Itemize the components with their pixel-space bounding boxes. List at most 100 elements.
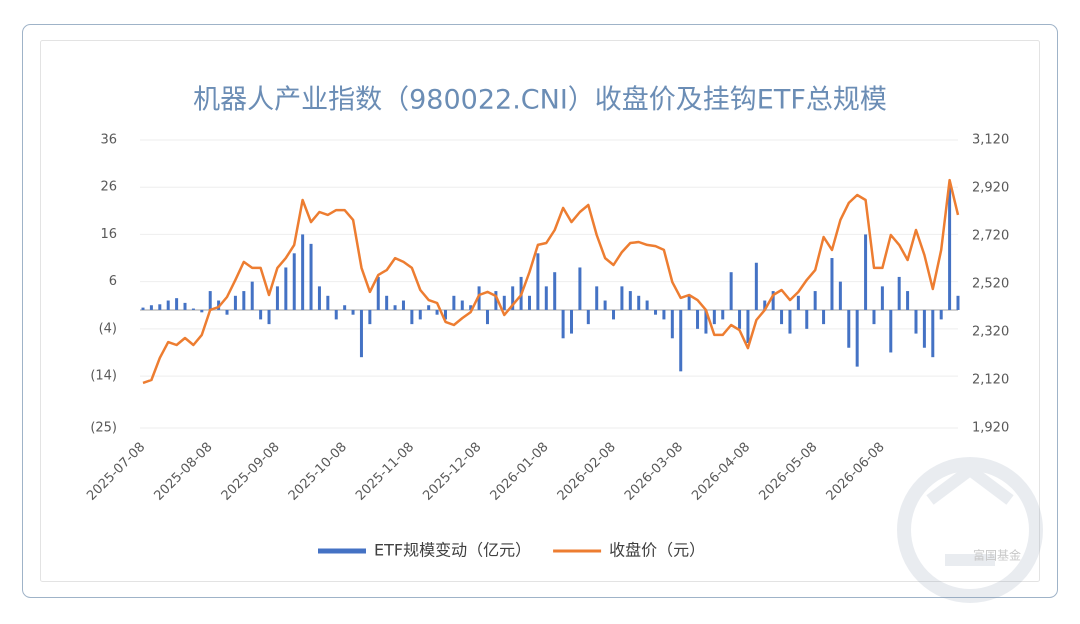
bar xyxy=(771,291,775,310)
bar xyxy=(385,295,389,310)
bar xyxy=(301,234,305,310)
bar xyxy=(502,295,506,310)
bar xyxy=(166,300,170,310)
bar xyxy=(561,309,565,339)
y-tick-label: 16 xyxy=(100,227,117,242)
bar xyxy=(452,295,456,310)
bar xyxy=(443,309,447,320)
bar xyxy=(435,309,439,315)
y2-tick-label: 2,720 xyxy=(972,229,1009,244)
bar xyxy=(763,300,767,310)
bar xyxy=(721,309,725,320)
y2-tick-label: 2,120 xyxy=(972,373,1009,388)
watermark-logo xyxy=(897,457,1043,603)
bar xyxy=(200,309,204,313)
bar xyxy=(149,305,153,310)
bar xyxy=(880,286,884,310)
bar xyxy=(553,272,557,310)
bar xyxy=(225,309,229,315)
bar xyxy=(477,286,481,310)
chart-title: 机器人产业指数（980022.CNI）收盘价及挂钩ETF总规模 xyxy=(193,85,887,116)
bar xyxy=(351,309,355,315)
bar xyxy=(889,309,893,353)
bar xyxy=(141,307,145,310)
bar xyxy=(511,286,515,310)
bar xyxy=(183,302,187,310)
y2-tick-label: 2,320 xyxy=(972,325,1009,340)
bar xyxy=(922,309,926,348)
bar xyxy=(418,309,422,320)
y-tick-label: (14) xyxy=(90,369,117,384)
legend-label: ETF规模变动（亿元） xyxy=(374,541,531,560)
bar xyxy=(612,309,616,320)
bar xyxy=(712,309,716,325)
bar xyxy=(822,309,826,325)
bar xyxy=(427,305,431,310)
watermark: 富国基金 xyxy=(973,548,1021,563)
bar xyxy=(805,309,809,329)
bar xyxy=(931,309,935,358)
bar xyxy=(460,300,464,310)
bar xyxy=(620,286,624,310)
bar xyxy=(359,309,363,358)
y-tick-label: (4) xyxy=(99,321,117,336)
bar xyxy=(906,291,910,310)
bar xyxy=(654,309,658,315)
bar xyxy=(628,291,632,310)
legend: ETF规模变动（亿元） 收盘价（元） xyxy=(318,541,705,560)
bar xyxy=(637,295,641,310)
bar xyxy=(662,309,666,320)
bar xyxy=(670,309,674,339)
y-tick-label: 26 xyxy=(100,180,117,195)
bar xyxy=(536,253,540,310)
bar xyxy=(872,309,876,325)
bar xyxy=(317,286,321,310)
bar xyxy=(326,295,330,310)
bar xyxy=(267,309,271,325)
bar xyxy=(401,300,405,310)
bar xyxy=(696,309,700,329)
bar xyxy=(544,286,548,310)
bar xyxy=(334,309,338,320)
bar xyxy=(796,295,800,310)
bar xyxy=(603,300,607,310)
bar xyxy=(838,281,842,310)
bar xyxy=(586,309,590,325)
bar xyxy=(729,272,733,310)
bar xyxy=(939,309,943,320)
bar xyxy=(830,258,834,310)
bar xyxy=(233,295,237,310)
bar xyxy=(847,309,851,348)
y2-tick-label: 2,520 xyxy=(972,277,1009,292)
bar xyxy=(469,305,473,310)
bar xyxy=(376,276,380,310)
bar xyxy=(780,309,784,325)
legend-label: 收盘价（元） xyxy=(609,541,705,560)
bar xyxy=(855,309,859,367)
y2-tick-label: 2,920 xyxy=(972,181,1009,196)
bar xyxy=(343,305,347,310)
bar xyxy=(292,253,296,310)
bar xyxy=(914,309,918,334)
bar xyxy=(393,305,397,310)
bar xyxy=(897,276,901,310)
bar xyxy=(687,295,691,310)
bar xyxy=(754,262,758,310)
bar xyxy=(788,309,792,334)
bar xyxy=(948,187,952,310)
bar xyxy=(259,309,263,320)
bar xyxy=(570,309,574,334)
bar xyxy=(368,309,372,325)
bar xyxy=(645,300,649,310)
bar xyxy=(242,291,246,310)
bar xyxy=(191,308,195,310)
bar xyxy=(738,309,742,329)
bar xyxy=(208,291,212,310)
bar xyxy=(864,234,868,310)
y2-tick-label: 1,920 xyxy=(972,421,1009,436)
bar xyxy=(284,267,288,310)
y-tick-label: 6 xyxy=(109,274,117,289)
bar xyxy=(485,309,489,325)
bar xyxy=(956,295,960,310)
